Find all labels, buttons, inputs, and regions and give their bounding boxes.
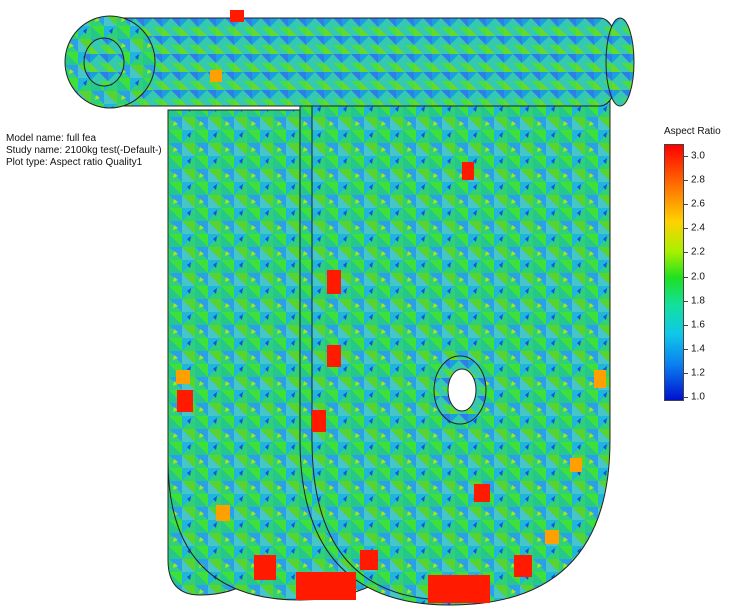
tube-end-right (605, 17, 635, 107)
legend-tick-mark (684, 156, 688, 157)
legend-tick-mark (684, 252, 688, 254)
legend-tick-mark (684, 276, 688, 278)
legend-tick-label: 3.0 (691, 150, 705, 162)
legend-tick-label: 2.2 (691, 246, 705, 258)
legend-tick-mark (684, 180, 688, 182)
legend-tick-label: 2.0 (691, 271, 705, 282)
top-tube (94, 17, 621, 107)
study-name-label: Study name: 2100kg test(-Default-) (6, 145, 162, 156)
legend-tick-label: 1.6 (691, 319, 705, 331)
legend-tick-label: 1.2 (691, 367, 705, 379)
legend-tick-label: 2.8 (691, 174, 705, 186)
legend-tick-mark (684, 348, 688, 350)
legend-tick-mark (684, 397, 688, 398)
legend-tick-label: 2.4 (691, 222, 705, 234)
legend-tick-label: 1.0 (691, 391, 705, 403)
study-info: Model name: full fea Study name: 2100kg … (6, 133, 162, 169)
front-plate (299, 69, 611, 606)
legend-tick-mark (684, 372, 688, 374)
legend-color-bar (664, 144, 684, 401)
legend-tick-label: 1.4 (691, 343, 705, 355)
model-name-label: Model name: full fea (6, 133, 97, 144)
legend-title: Aspect Ratio (664, 126, 721, 137)
mid-high-elements (176, 70, 606, 544)
tube-end-inner (83, 37, 125, 87)
legend-tick-mark (684, 300, 688, 302)
front-plate-edge (299, 61, 451, 601)
legend-tick-mark (684, 228, 688, 230)
legend-tick-mark (684, 324, 688, 326)
legend-tick-mark (684, 204, 688, 206)
high-ratio-elements (177, 10, 532, 603)
center-hole (447, 368, 477, 412)
legend-tick-label: 2.6 (691, 198, 705, 210)
legend-tick-label: 1.8 (691, 295, 705, 307)
plot-type-label: Plot type: Aspect ratio Quality1 (6, 157, 143, 168)
